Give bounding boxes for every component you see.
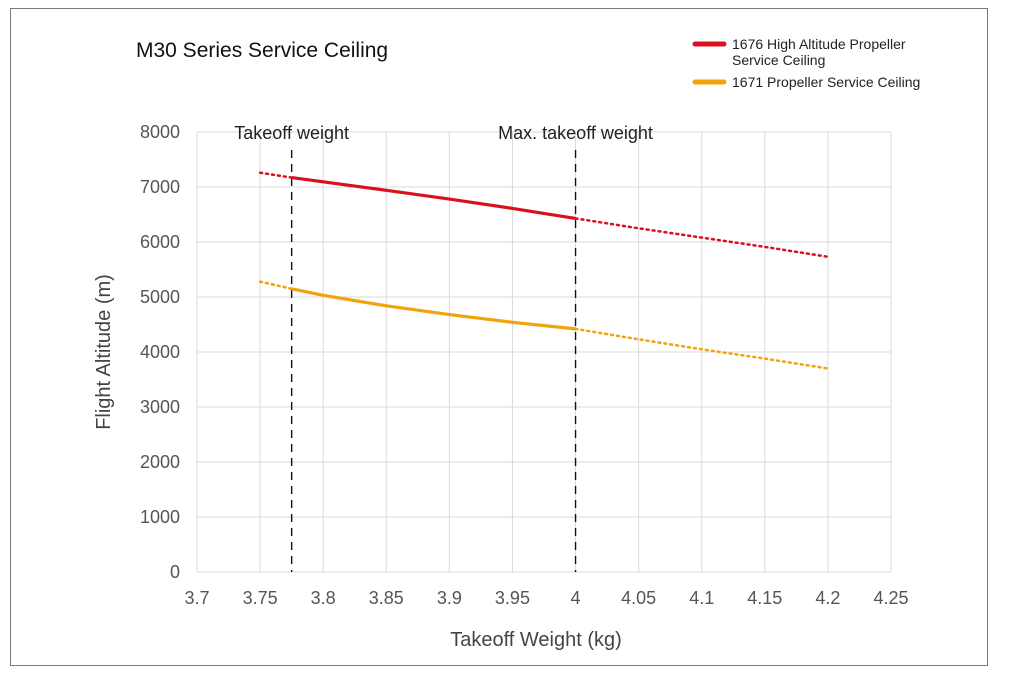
series-line (291, 176, 576, 220)
chart-frame (10, 8, 988, 666)
legend-label: Service Ceiling (732, 52, 825, 68)
series-line-extrapolated (574, 327, 830, 370)
y-tick-label: 7000 (140, 177, 180, 197)
reference-line-label: Takeoff weight (234, 123, 349, 143)
reference-line-label: Max. takeoff weight (498, 123, 653, 143)
series-line-extrapolated (258, 171, 293, 179)
x-tick-label: 4.1 (689, 588, 714, 608)
x-tick-label: 4 (571, 588, 581, 608)
y-axis-label: Flight Altitude (m) (93, 274, 115, 430)
reference-lines: Takeoff weight Max. takeoff weight (234, 123, 653, 572)
y-tick-label: 4000 (140, 342, 180, 362)
x-axis-ticks: 3.7 3.75 3.8 3.85 3.9 3.95 4 4.05 4.1 4.15 4.2 4.25 (184, 588, 908, 608)
x-tick-label: 3.9 (437, 588, 462, 608)
x-tick-label: 3.85 (369, 588, 404, 608)
y-tick-label: 1000 (140, 507, 180, 527)
y-tick-label: 8000 (140, 122, 180, 142)
legend-label: 1676 High Altitude Propeller (732, 36, 906, 52)
series-line-extrapolated (258, 280, 293, 291)
x-tick-label: 4.15 (747, 588, 782, 608)
x-tick-label: 3.8 (311, 588, 336, 608)
x-tick-label: 3.75 (243, 588, 278, 608)
x-tick-label: 4.2 (815, 588, 840, 608)
grid (196, 131, 892, 573)
legend-label: 1671 Propeller Service Ceiling (732, 74, 920, 90)
y-axis-ticks: 0 1000 2000 3000 4000 5000 6000 7000 8000 (140, 122, 180, 582)
series-lines (258, 171, 830, 370)
x-tick-label: 3.95 (495, 588, 530, 608)
x-tick-label: 4.05 (621, 588, 656, 608)
chart-title: M30 Series Service Ceiling (136, 39, 388, 62)
y-tick-label: 2000 (140, 452, 180, 472)
x-tick-label: 4.25 (873, 588, 908, 608)
x-axis-label: Takeoff Weight (kg) (450, 629, 622, 651)
y-tick-label: 5000 (140, 287, 180, 307)
y-tick-label: 3000 (140, 397, 180, 417)
y-tick-label: 0 (170, 562, 180, 582)
x-tick-label: 3.7 (184, 588, 209, 608)
series-line-extrapolated (574, 217, 830, 259)
series-line (291, 287, 576, 331)
y-tick-label: 6000 (140, 232, 180, 252)
